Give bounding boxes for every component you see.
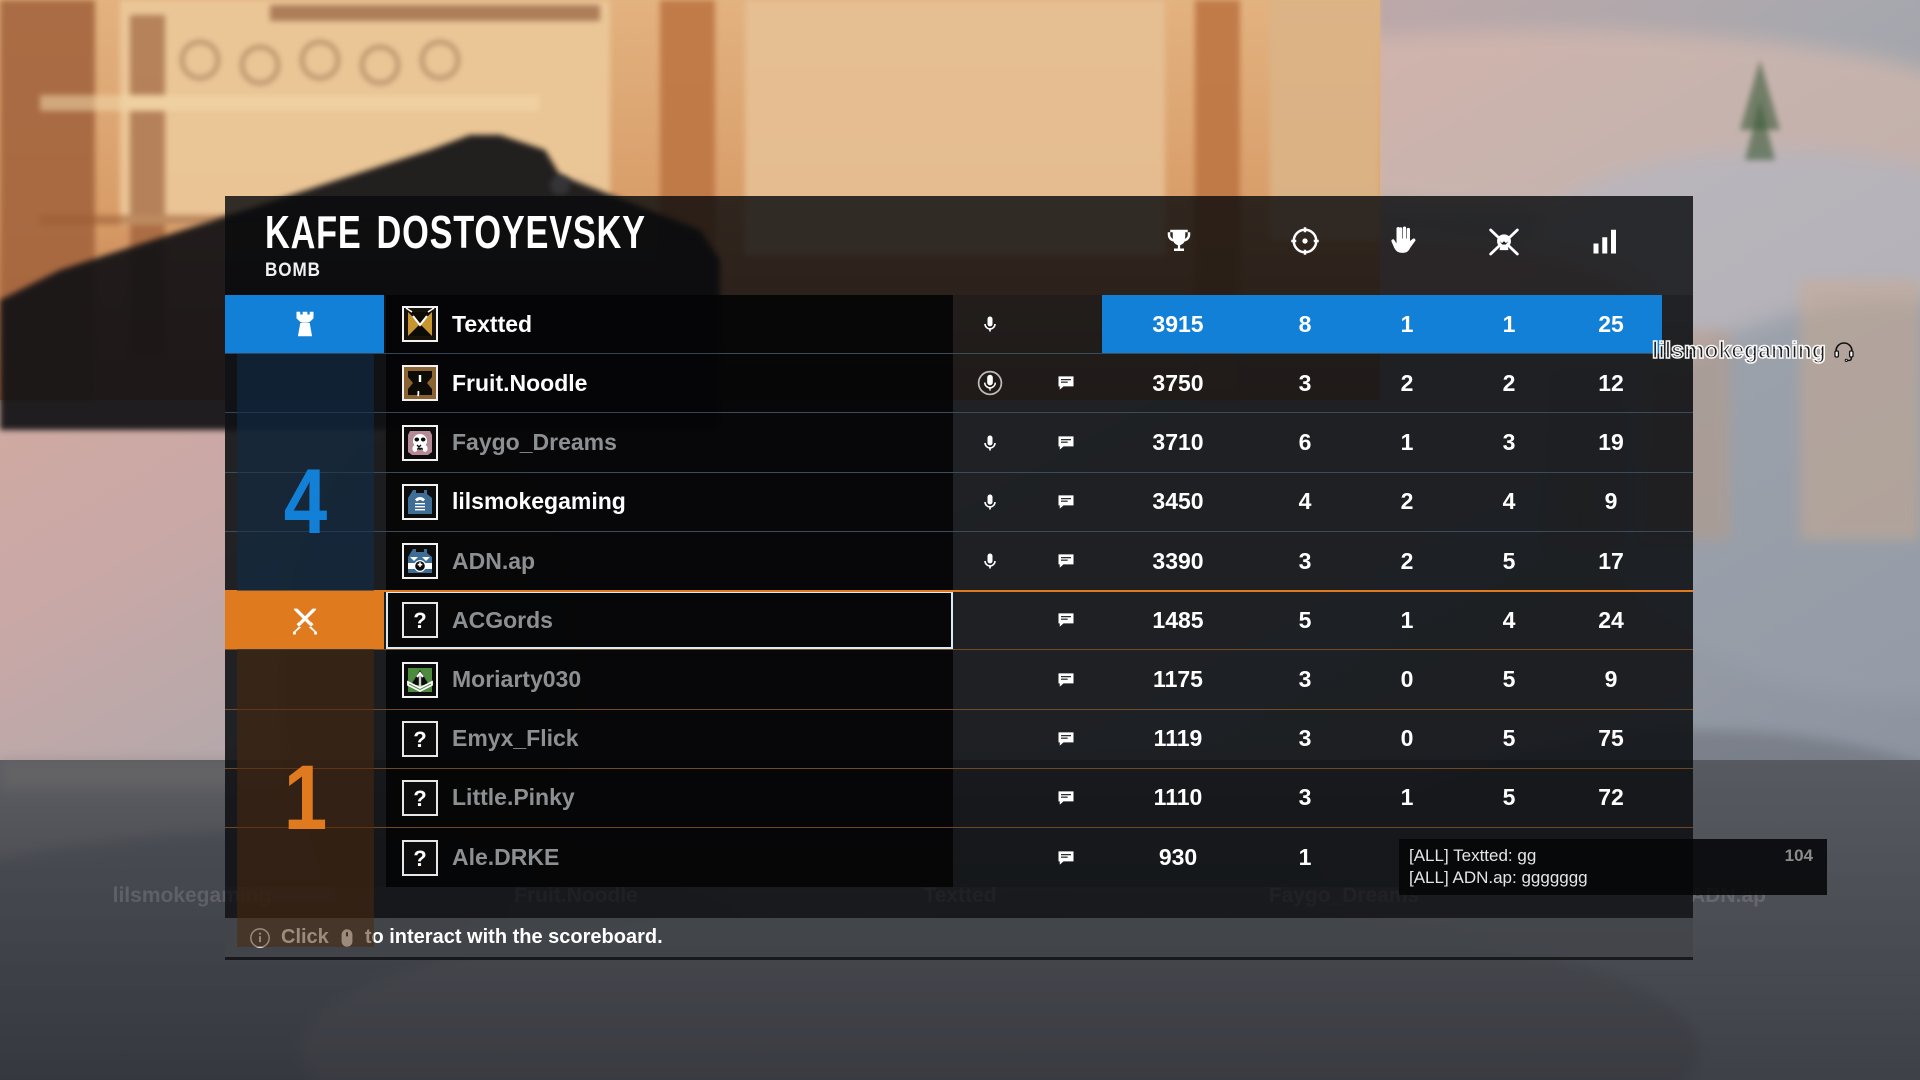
svg-text:?: ? xyxy=(413,786,426,811)
svg-text:?: ? xyxy=(413,846,426,871)
svg-text:?: ? xyxy=(413,727,426,752)
svg-text:?: ? xyxy=(413,608,426,633)
